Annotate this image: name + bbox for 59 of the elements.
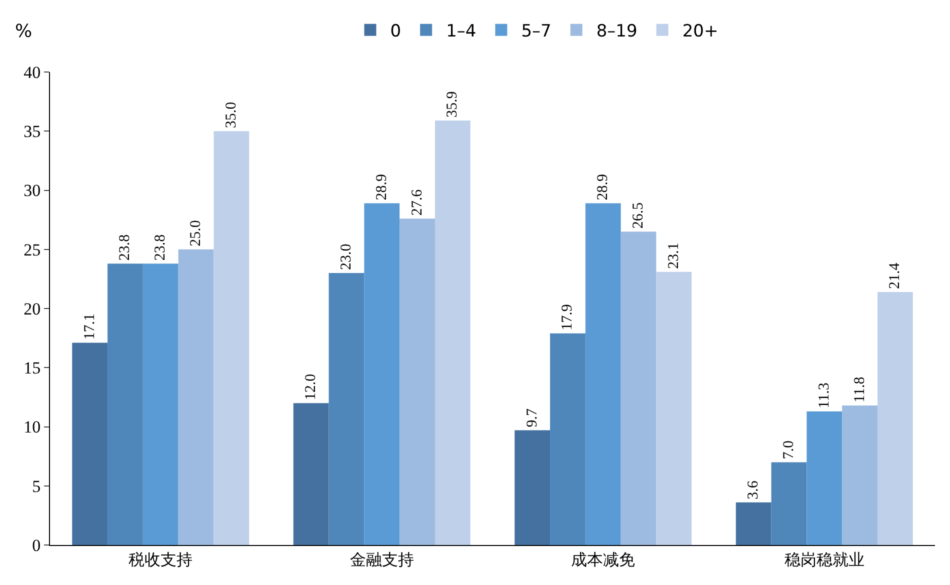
bar bbox=[434, 120, 470, 545]
bar bbox=[877, 292, 913, 545]
data-label: 35.0 bbox=[223, 102, 240, 128]
legend-label: 5–7 bbox=[521, 22, 552, 42]
data-label: 28.9 bbox=[374, 174, 390, 200]
bar bbox=[585, 203, 621, 545]
legend-label: 1–4 bbox=[446, 22, 476, 42]
y-tick-label: 40 bbox=[24, 62, 41, 82]
data-label: 26.5 bbox=[630, 202, 647, 229]
x-tick-label: 稳岗稳就业 bbox=[784, 551, 864, 570]
data-label: 7.0 bbox=[780, 440, 797, 460]
y-tick-label: 10 bbox=[24, 418, 41, 437]
x-tick-label: 成本减免 bbox=[571, 551, 636, 570]
bar bbox=[108, 264, 143, 545]
x-tick-label: 金融支持 bbox=[350, 551, 414, 570]
y-tick-label: 0 bbox=[32, 536, 41, 555]
data-label: 11.3 bbox=[816, 382, 832, 408]
bar bbox=[72, 342, 108, 545]
bar bbox=[620, 232, 656, 545]
bar bbox=[736, 502, 772, 545]
y-tick-label: 15 bbox=[24, 358, 41, 378]
bar bbox=[293, 403, 329, 545]
data-label: 3.6 bbox=[746, 480, 762, 500]
data-label: 23.8 bbox=[117, 234, 134, 261]
y-tick-label: 35 bbox=[24, 122, 41, 142]
legend-label: 0 bbox=[390, 22, 402, 42]
y-tick-label: 30 bbox=[24, 181, 41, 200]
data-label: 23.1 bbox=[666, 242, 682, 269]
y-tick-label: 5 bbox=[32, 476, 41, 496]
data-label: 25.0 bbox=[188, 220, 204, 246]
data-label: 9.7 bbox=[524, 408, 540, 428]
data-label: 17.9 bbox=[560, 304, 576, 330]
data-label: 23.0 bbox=[338, 244, 354, 270]
bar bbox=[214, 131, 250, 545]
bar bbox=[842, 405, 878, 545]
data-label: 35.9 bbox=[444, 91, 461, 118]
data-label: 28.9 bbox=[595, 174, 612, 200]
y-axis-title: % bbox=[15, 21, 32, 42]
data-label: 12.0 bbox=[303, 374, 320, 400]
bar bbox=[514, 430, 550, 545]
bar bbox=[806, 411, 842, 545]
x-tick-label: 税收支持 bbox=[128, 551, 193, 570]
legend-label: 20+ bbox=[682, 22, 718, 42]
bar bbox=[142, 264, 178, 545]
bar bbox=[656, 272, 692, 545]
legend-label: 8–19 bbox=[596, 22, 638, 42]
bar bbox=[771, 462, 807, 545]
bar bbox=[550, 333, 586, 545]
data-label: 17.1 bbox=[82, 314, 98, 340]
data-label: 21.4 bbox=[887, 262, 904, 289]
data-label: 11.8 bbox=[852, 376, 868, 402]
y-tick-label: 25 bbox=[24, 240, 41, 260]
bar bbox=[400, 218, 435, 545]
data-label: 23.8 bbox=[152, 234, 169, 261]
bar bbox=[328, 273, 364, 545]
y-tick-label: 20 bbox=[24, 299, 41, 318]
data-label: 27.6 bbox=[409, 188, 426, 216]
bar bbox=[178, 249, 214, 545]
bar bbox=[364, 203, 400, 545]
